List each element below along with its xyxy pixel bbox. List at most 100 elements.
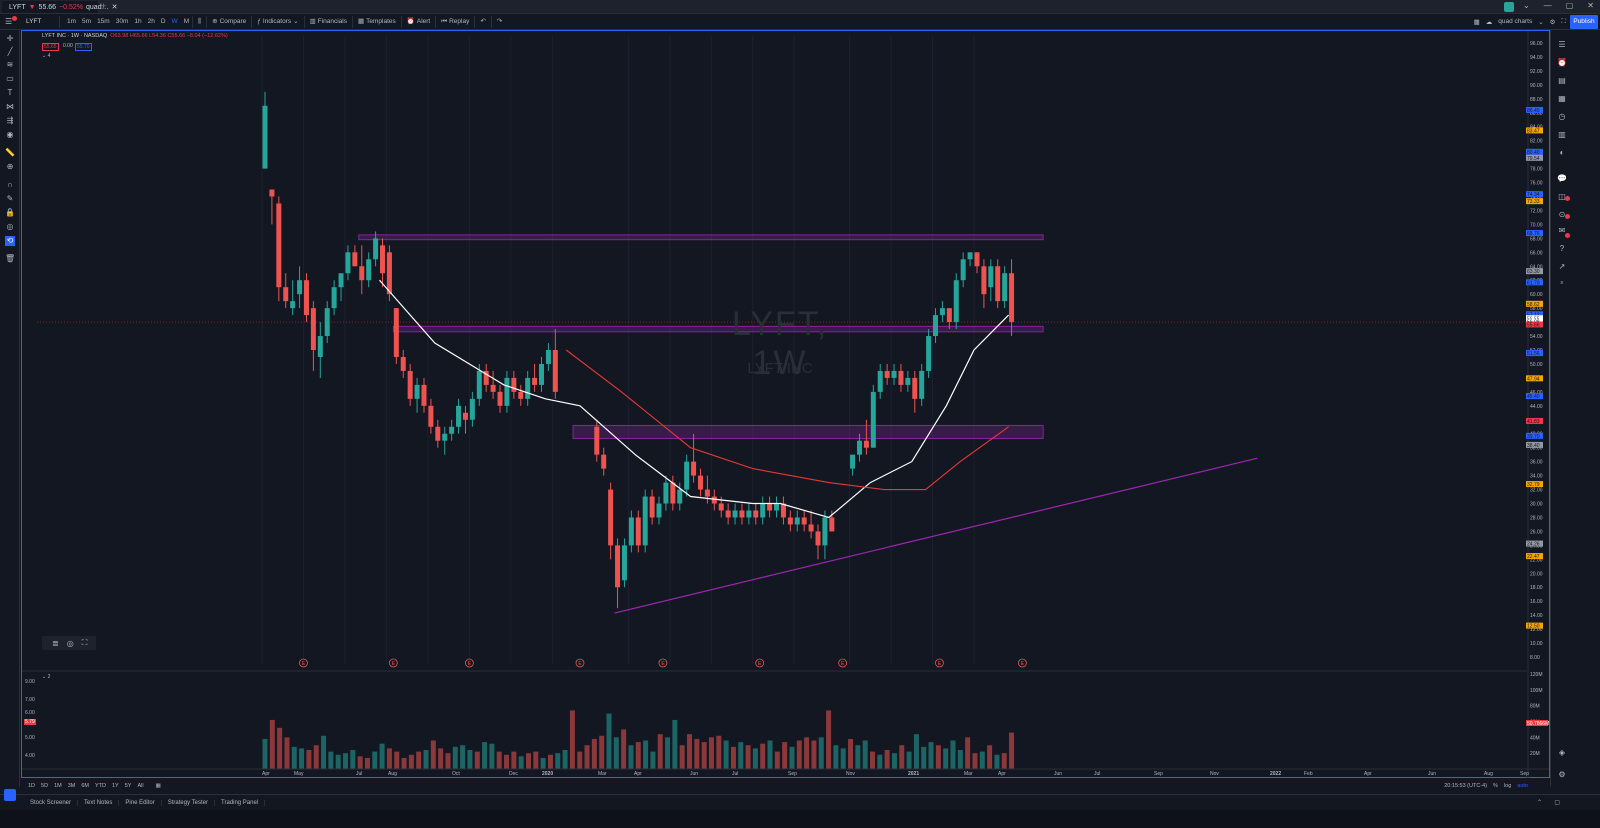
zoom-icon[interactable]: ⊕ <box>6 162 14 171</box>
sync-drawings-icon[interactable]: ⟲ <box>5 236 15 246</box>
ideas-icon[interactable]: ◐ <box>1559 148 1565 157</box>
maximize-icon[interactable]: ▢ <box>1565 1 1574 10</box>
collapse-panel-icon[interactable]: ⌃ <box>1536 800 1542 806</box>
data-window-icon[interactable]: ▤ <box>1558 76 1566 85</box>
timeframe-m[interactable]: M <box>183 18 190 25</box>
replay-button[interactable]: ⏮ Replay <box>435 15 474 28</box>
pattern-icon[interactable]: ⋈ <box>6 102 14 111</box>
layout-icon[interactable]: ▦ <box>1473 18 1480 26</box>
timeframe-1m[interactable]: 1m <box>67 18 77 25</box>
notifications-icon[interactable]: ⊙ <box>1558 210 1566 219</box>
indicators-button[interactable]: ƒ Indicators ⌄ <box>251 15 303 28</box>
alert-button[interactable]: ⏰ Alert <box>400 15 435 28</box>
trend-line-icon[interactable]: ╱ <box>7 47 13 56</box>
lock-icon[interactable]: 🔒 <box>5 208 15 217</box>
tab-trading-panel[interactable]: Trading Panel <box>215 799 266 806</box>
chat-icon[interactable]: 💬 <box>1557 174 1567 183</box>
shape-icon[interactable]: ▭ <box>6 74 14 83</box>
range-5d[interactable]: 5D <box>41 783 49 789</box>
settings-bottom-icon[interactable]: ⚙ <box>1558 770 1566 779</box>
private-chat-icon[interactable]: ✉ <box>1558 226 1566 235</box>
log-toggle[interactable]: log <box>1503 783 1512 789</box>
pencil-icon[interactable]: ✎ <box>6 194 14 203</box>
fib-icon[interactable]: ≋ <box>6 60 14 69</box>
publish-button[interactable]: Publish <box>1570 15 1598 29</box>
timeframe-2h[interactable]: 2h <box>147 18 155 25</box>
price-tag <box>1526 148 1543 155</box>
timeframe-30m[interactable]: 30m <box>115 18 129 25</box>
crosshair-icon[interactable]: ✛ <box>6 34 14 43</box>
financials-button[interactable]: ▥ Financials <box>303 15 352 28</box>
eye-outline-icon[interactable]: ◎ <box>66 638 74 648</box>
timeframe-w[interactable]: W <box>171 18 178 25</box>
range-all[interactable]: All <box>137 783 144 789</box>
tab-stock-screener[interactable]: Stock Screener <box>24 799 79 806</box>
new-tab-button[interactable]: + <box>101 1 107 11</box>
watchlist-toggle-icon[interactable] <box>4 789 16 801</box>
close-window-icon[interactable]: ✕ <box>1587 1 1594 10</box>
range-ytd[interactable]: YTD <box>94 783 106 789</box>
price-axis[interactable]: 96.0094.0092.0090.0088.0086.0084.0082.00… <box>1526 31 1549 778</box>
tab-pine-editor[interactable]: Pine Editor <box>119 799 162 806</box>
text-icon[interactable]: T <box>7 88 13 97</box>
volume-pane-collapse[interactable]: ⌄ 2 <box>42 674 51 680</box>
streams-icon[interactable]: ◫ <box>1558 192 1566 201</box>
tab-strategy-tester[interactable]: Strategy Tester <box>162 799 215 806</box>
menu-icon[interactable]: ☰ <box>5 17 13 26</box>
legend-title[interactable]: LYFT INC · 1W · NASDAQ <box>42 33 108 39</box>
chart-type-button[interactable]: ⫼ <box>192 15 206 28</box>
compare-button[interactable]: ⊕ Compare <box>206 15 251 28</box>
range-1d[interactable]: 1D <box>28 783 36 789</box>
legend-collapse[interactable]: ⌄ 4 <box>42 53 51 59</box>
frame-icon[interactable]: ⛶ <box>81 638 88 647</box>
browser-tab[interactable]: LYFT ▼ 55.66 −0.52% quad… ✕ <box>2 1 117 13</box>
fullscreen-icon[interactable]: ⛶ <box>1561 17 1567 25</box>
range-5y[interactable]: 5Y <box>124 783 132 789</box>
timeframe-1h[interactable]: 1h <box>134 18 142 25</box>
trading-icon[interactable]: ↗ <box>1558 262 1566 271</box>
alerts-icon[interactable]: ⏰ <box>1557 58 1567 67</box>
tab-text-notes[interactable]: Text Notes <box>78 799 120 806</box>
range-1y[interactable]: 1Y <box>111 783 119 789</box>
clock-readout[interactable]: 20:15:53 (UTC-4) <box>1444 783 1488 789</box>
dom-icon[interactable]: ≡ <box>1560 280 1564 286</box>
app-extension-icon[interactable] <box>1504 2 1514 12</box>
news-icon[interactable]: ▥ <box>1558 130 1566 139</box>
chevron-down-icon[interactable]: ⌄ <box>1538 18 1544 26</box>
layers-icon[interactable]: ◈ <box>1558 748 1566 757</box>
redo-button[interactable]: ↷ <box>490 15 507 28</box>
range-3m[interactable]: 3M <box>67 783 76 789</box>
calendar-icon[interactable]: ◷ <box>1558 112 1566 121</box>
symbol-search-input[interactable]: LYFT <box>22 15 60 28</box>
trash-icon[interactable]: 🗑 <box>5 254 16 263</box>
timeframe-5m[interactable]: 5m <box>82 18 92 25</box>
watchlist-icon[interactable]: ☰ <box>1558 40 1566 49</box>
tab-list-icon[interactable]: ⌄ <box>1523 1 1530 10</box>
maximize-panel-icon[interactable]: ▢ <box>1554 800 1560 806</box>
tab-close-icon[interactable]: ✕ <box>111 4 118 11</box>
timeframe-d[interactable]: D <box>160 18 166 25</box>
sell-price-box[interactable]: 55.65 <box>42 43 59 51</box>
percent-toggle[interactable]: % <box>1493 783 1498 789</box>
ruler-icon[interactable]: 📏 <box>5 148 15 157</box>
goto-date-icon[interactable]: ▦ <box>155 783 161 789</box>
timeframe-15m[interactable]: 15m <box>97 18 110 25</box>
minimize-icon[interactable]: — <box>1543 1 1552 10</box>
magnet-icon[interactable]: ∩ <box>7 180 13 189</box>
buy-price-box[interactable]: 55.70 <box>75 43 92 51</box>
hotlist-icon[interactable]: ▦ <box>1558 94 1566 103</box>
eye-icon[interactable]: ◉ <box>6 130 14 139</box>
settings-gear-icon[interactable]: ⚙ <box>1549 18 1556 26</box>
visibility-icon[interactable]: ◎ <box>6 222 14 231</box>
help-icon[interactable]: ? <box>1559 244 1565 253</box>
range-6m[interactable]: 6M <box>81 783 89 789</box>
prediction-icon[interactable]: ⇶ <box>6 116 14 125</box>
undo-button[interactable]: ↶ <box>474 15 490 28</box>
price-chart[interactable]: 96.0094.0092.0090.0088.0086.0084.0082.00… <box>22 31 1549 778</box>
layout-name[interactable]: quad charts <box>1498 18 1533 25</box>
time-axis[interactable]: Apr May Jul Aug Oct Dec 2020 Mar Apr Jun Jul Sep Nov… <box>22 768 1549 777</box>
range-1m[interactable]: 1M <box>54 783 62 789</box>
list-icon[interactable]: ≣ <box>52 638 59 648</box>
templates-button[interactable]: ▦ Templates <box>351 15 401 28</box>
auto-toggle[interactable]: auto <box>1517 783 1528 789</box>
